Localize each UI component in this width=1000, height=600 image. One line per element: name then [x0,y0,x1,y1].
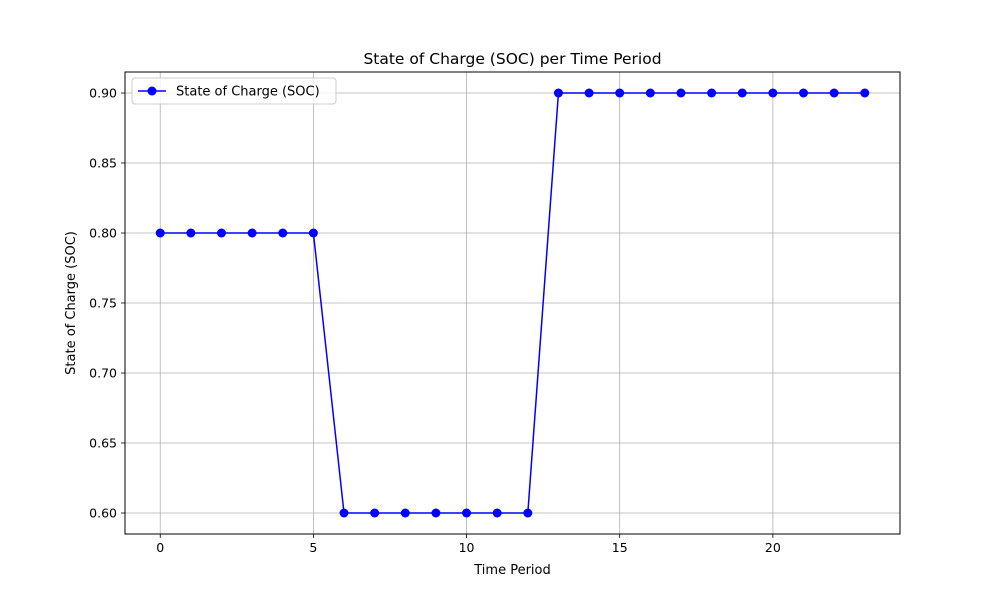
y-tick-label: 0.75 [89,296,117,311]
y-tick-label: 0.80 [89,226,117,241]
y-axis-label: State of Charge (SOC) [64,231,79,375]
data-point [247,228,257,238]
x-tick-label: 5 [309,540,317,555]
data-point [155,228,165,238]
data-point [186,228,196,238]
data-point [829,88,839,98]
data-point [370,508,380,518]
chart-title: State of Charge (SOC) per Time Period [363,50,661,68]
data-point [523,508,533,518]
x-tick-label: 20 [765,540,781,555]
data-point [768,88,778,98]
data-point [431,508,441,518]
legend: State of Charge (SOC) [131,77,337,105]
data-point [860,88,870,98]
data-point [553,88,563,98]
data-point [462,508,472,518]
grid-lines [125,72,900,534]
data-point [799,88,809,98]
legend-box [131,77,337,105]
data-point [707,88,717,98]
data-point [584,88,594,98]
y-tick-label: 0.85 [89,156,117,171]
x-tick-label: 15 [612,540,628,555]
data-point [492,508,502,518]
y-tick-label: 0.90 [89,86,117,101]
legend-marker-icon [147,86,157,96]
data-point [676,88,686,98]
data-point [400,508,410,518]
data-point [615,88,625,98]
y-tick-label: 0.70 [89,366,117,381]
data-point [737,88,747,98]
y-axis-ticks: 0.60 0.65 0.70 0.75 0.80 0.85 0.90 [89,86,125,521]
x-axis-label: Time Period [473,563,550,578]
data-point [216,228,226,238]
x-axis-ticks: 0 5 10 15 20 [156,534,781,555]
data-point [278,228,288,238]
x-tick-label: 10 [459,540,475,555]
data-point [308,228,318,238]
data-point [645,88,655,98]
series-soc [155,88,870,518]
y-tick-label: 0.60 [89,506,117,521]
legend-entry-soc: State of Charge (SOC) [176,85,320,100]
data-point [339,508,349,518]
x-tick-label: 0 [156,540,164,555]
y-tick-label: 0.65 [89,436,117,451]
series-line [160,92,865,514]
